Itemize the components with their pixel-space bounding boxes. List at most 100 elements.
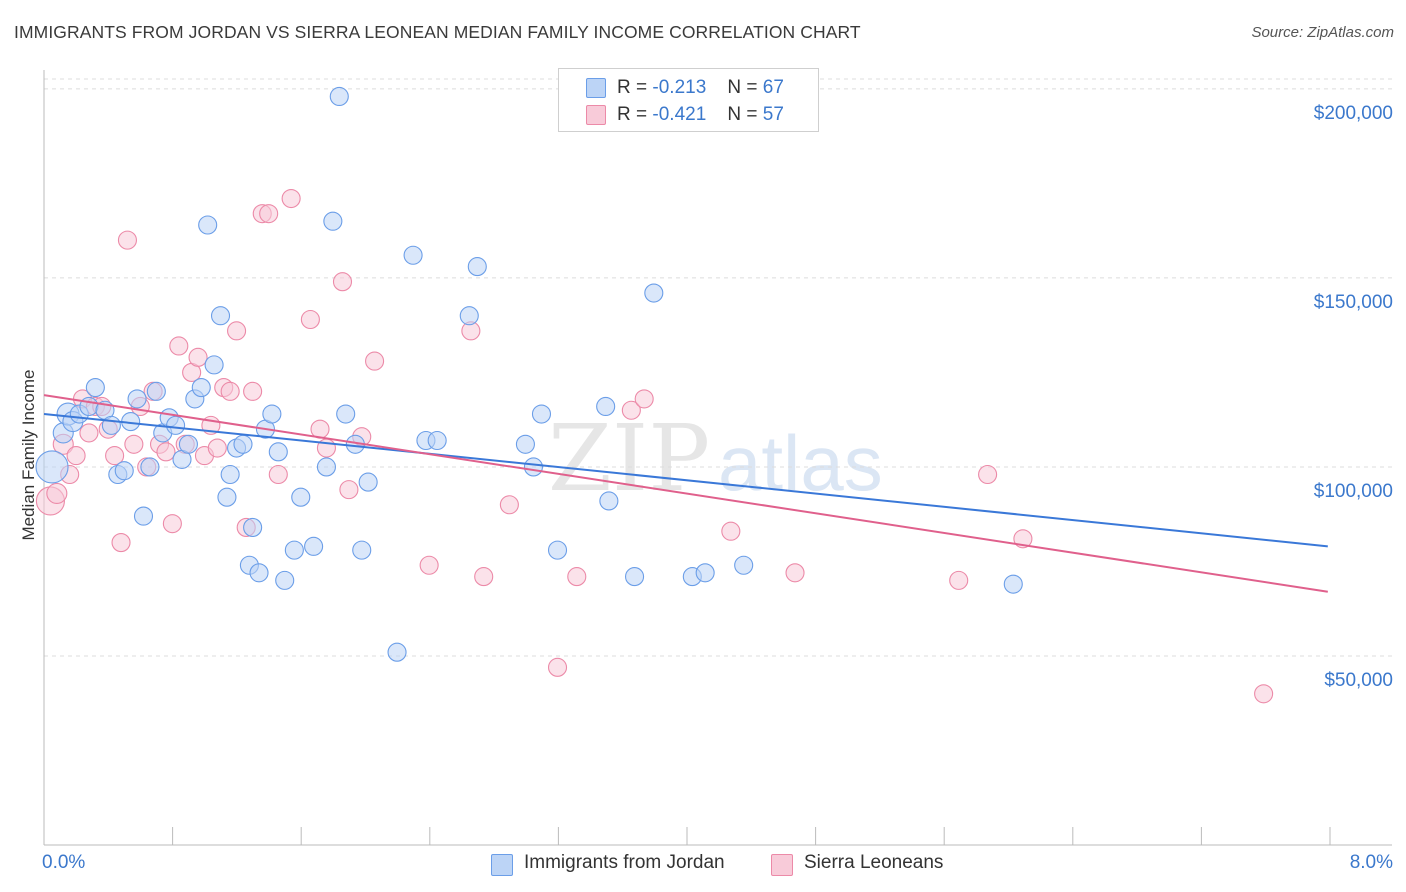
point-jordan bbox=[547, 540, 568, 560]
point-jordan bbox=[531, 404, 552, 424]
point-jordan bbox=[515, 434, 535, 454]
point-jordan bbox=[127, 389, 147, 409]
point-jordan bbox=[146, 381, 166, 401]
point-jordan bbox=[204, 355, 224, 375]
stats-text-jordan: R = -0.213 N = 67 bbox=[617, 77, 784, 99]
r-value: -0.421 bbox=[652, 104, 707, 125]
point-sierra-leone bbox=[785, 563, 805, 583]
trend-line-jordan bbox=[43, 413, 1328, 548]
trend-line-sierra-leone bbox=[43, 394, 1328, 593]
watermark-zip: ZIP bbox=[548, 405, 710, 512]
stats-swatch-sierra-leone bbox=[586, 105, 606, 125]
point-jordan bbox=[596, 396, 616, 417]
point-jordan bbox=[304, 536, 324, 556]
point-jordan bbox=[625, 567, 645, 587]
point-jordan bbox=[220, 464, 240, 485]
point-jordan bbox=[35, 450, 69, 484]
point-jordan bbox=[140, 457, 160, 477]
point-jordan bbox=[268, 442, 288, 462]
y-tick-label: $50,000 bbox=[1324, 669, 1393, 691]
point-sierra-leone bbox=[547, 657, 568, 677]
point-sierra-leone bbox=[365, 351, 385, 371]
stats-text-sierra-leone: R = -0.421 N = 57 bbox=[617, 104, 784, 126]
point-jordan bbox=[217, 487, 237, 507]
point-sierra-leone bbox=[227, 321, 247, 341]
point-jordan bbox=[387, 642, 407, 662]
point-sierra-leone bbox=[1013, 529, 1033, 549]
point-sierra-leone bbox=[419, 555, 439, 575]
point-jordan bbox=[166, 415, 186, 435]
point-sierra-leone bbox=[207, 438, 227, 458]
stats-row-sierra-leone: R = -0.421 N = 57 bbox=[559, 101, 818, 129]
point-jordan bbox=[85, 378, 105, 398]
legend-swatch-sierra-leone bbox=[771, 854, 793, 876]
point-jordan bbox=[101, 415, 121, 435]
legend-swatch-jordan bbox=[491, 854, 513, 876]
point-sierra-leone bbox=[169, 336, 189, 356]
point-sierra-leone bbox=[105, 446, 125, 466]
point-jordan bbox=[358, 472, 378, 492]
point-sierra-leone bbox=[268, 464, 288, 485]
point-jordan bbox=[329, 86, 349, 107]
point-jordan bbox=[336, 404, 356, 424]
point-sierra-leone bbox=[111, 533, 131, 553]
point-jordan bbox=[427, 430, 447, 451]
point-sierra-leone bbox=[220, 381, 240, 401]
point-sierra-leone bbox=[188, 347, 208, 367]
point-sierra-leone bbox=[499, 495, 519, 515]
point-sierra-leone bbox=[621, 400, 641, 420]
x-tick-label-min: 0.0% bbox=[42, 852, 86, 873]
r-label: R = bbox=[617, 104, 648, 125]
point-sierra-leone bbox=[281, 188, 301, 209]
n-value: 67 bbox=[762, 77, 784, 98]
point-sierra-leone bbox=[124, 434, 144, 454]
watermark-atlas: atlas bbox=[718, 419, 883, 507]
legend-label-sierra-leone: Sierra Leoneans bbox=[804, 852, 944, 873]
r-label: R = bbox=[617, 77, 648, 98]
point-jordan bbox=[734, 555, 754, 575]
point-jordan bbox=[178, 434, 198, 454]
point-sierra-leone bbox=[721, 521, 741, 541]
y-tick-label: $150,000 bbox=[1313, 291, 1393, 313]
point-sierra-leone bbox=[162, 514, 182, 534]
point-jordan bbox=[249, 563, 269, 583]
point-jordan bbox=[233, 434, 253, 454]
point-sierra-leone bbox=[300, 309, 320, 330]
n-label: N = bbox=[727, 77, 758, 98]
point-jordan bbox=[523, 457, 544, 477]
point-jordan bbox=[459, 306, 479, 326]
point-jordan bbox=[467, 257, 487, 277]
chart-title: IMMIGRANTS FROM JORDAN VS SIERRA LEONEAN… bbox=[14, 22, 861, 42]
point-jordan bbox=[284, 540, 304, 560]
correlation-stats-box: R = -0.213 N = 67 R = -0.421 N = 57 bbox=[558, 68, 819, 132]
point-jordan bbox=[352, 540, 372, 560]
stats-swatch-jordan bbox=[586, 78, 606, 98]
point-jordan bbox=[198, 215, 218, 235]
point-jordan bbox=[191, 378, 211, 398]
point-sierra-leone bbox=[1254, 684, 1274, 704]
point-sierra-leone bbox=[474, 567, 494, 587]
source-label: Source: ZipAtlas.com bbox=[1251, 24, 1394, 41]
point-jordan bbox=[291, 487, 311, 507]
point-sierra-leone bbox=[79, 423, 99, 443]
point-sierra-leone bbox=[978, 464, 998, 485]
point-sierra-leone bbox=[117, 230, 137, 250]
point-jordan bbox=[1003, 574, 1023, 594]
x-tick-label-max: 8.0% bbox=[1349, 852, 1393, 873]
point-jordan bbox=[133, 506, 154, 526]
n-value: 57 bbox=[762, 104, 784, 125]
y-tick-label: $100,000 bbox=[1313, 480, 1393, 502]
point-sierra-leone bbox=[156, 442, 176, 462]
stats-row-jordan: R = -0.213 N = 67 bbox=[559, 74, 818, 102]
point-jordan bbox=[323, 211, 343, 231]
y-tick-label: $200,000 bbox=[1313, 102, 1393, 124]
point-sierra-leone bbox=[949, 570, 969, 590]
point-sierra-leone bbox=[567, 567, 587, 587]
point-jordan bbox=[210, 306, 231, 326]
point-sierra-leone bbox=[46, 482, 68, 504]
point-jordan bbox=[262, 404, 282, 424]
point-jordan bbox=[114, 461, 134, 481]
point-sierra-leone bbox=[66, 446, 86, 466]
point-jordan bbox=[403, 245, 423, 265]
point-sierra-leone bbox=[259, 204, 279, 224]
